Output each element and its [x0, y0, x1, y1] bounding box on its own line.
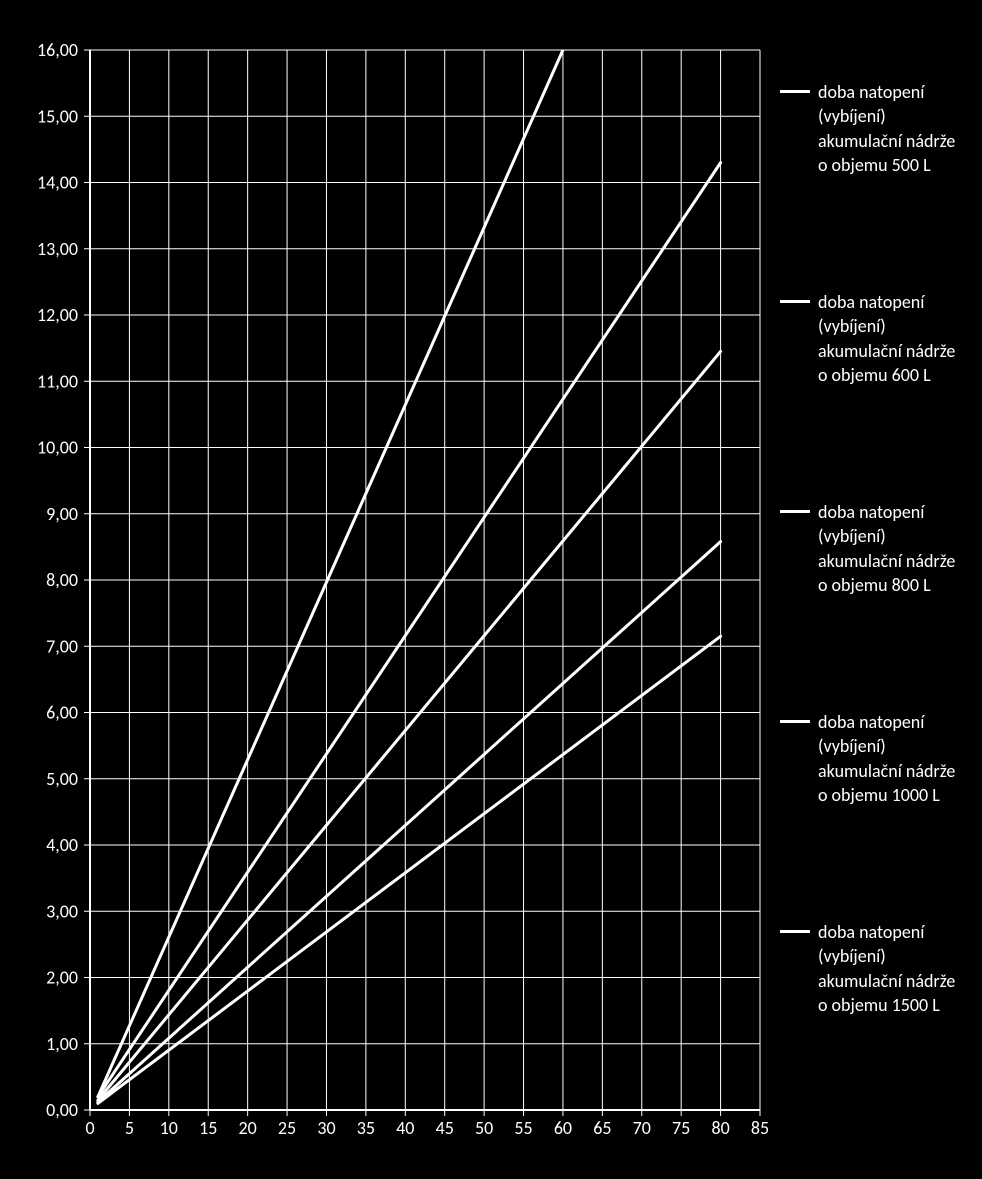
x-tick-label: 40	[396, 1117, 414, 1139]
y-tick-label: 1,00	[46, 1033, 78, 1055]
x-tick-label: 30	[317, 1117, 335, 1139]
legend-item-600L: doba natopení (vybíjení) akumulační nádr…	[780, 290, 980, 387]
x-tick-label: 45	[436, 1117, 454, 1139]
y-tick-label: 7,00	[46, 635, 78, 657]
y-tick-label: 9,00	[46, 503, 78, 525]
plot-area: 0 5 10 15 20 25 30 35 40 45 50 55 60 65 70 75 80 85 0,00 1,…	[20, 40, 770, 1150]
y-tick-label: 14,00	[37, 172, 78, 194]
x-tick-label: 55	[514, 1117, 532, 1139]
legend-label: doba natopení (vybíjení) akumulační nádr…	[818, 710, 955, 807]
legend: doba natopení (vybíjení) akumulační nádr…	[780, 0, 980, 1179]
chart-container: 0 5 10 15 20 25 30 35 40 45 50 55 60 65 70 75 80 85 0,00 1,…	[0, 0, 982, 1179]
legend-item-800L: doba natopení (vybíjení) akumulační nádr…	[780, 500, 980, 597]
y-tick-label: 8,00	[46, 569, 78, 591]
x-tick-label: 50	[475, 1117, 493, 1139]
legend-swatch	[780, 510, 810, 513]
y-tick-label: 3,00	[46, 900, 78, 922]
legend-swatch	[780, 90, 810, 93]
x-tick-label: 70	[633, 1117, 651, 1139]
y-tick-label: 15,00	[37, 105, 78, 127]
x-tick-label: 10	[160, 1117, 178, 1139]
legend-swatch	[780, 930, 810, 933]
x-tick-label: 65	[593, 1117, 611, 1139]
x-tick-label: 25	[278, 1117, 296, 1139]
legend-label: doba natopení (vybíjení) akumulační nádr…	[818, 920, 955, 1017]
legend-item-1500L: doba natopení (vybíjení) akumulační nádr…	[780, 920, 980, 1017]
y-tick-label: 11,00	[37, 370, 78, 392]
legend-label: doba natopení (vybíjení) akumulační nádr…	[818, 500, 955, 597]
x-tick-label: 35	[357, 1117, 375, 1139]
y-tick-label: 5,00	[46, 768, 78, 790]
x-tick-label: 5	[125, 1117, 134, 1139]
y-tick-label: 10,00	[37, 437, 78, 459]
y-tick-label: 2,00	[46, 967, 78, 989]
legend-swatch	[780, 300, 810, 303]
y-tick-label: 4,00	[46, 834, 78, 856]
y-tick-label: 13,00	[37, 238, 78, 260]
x-tick-label: 75	[672, 1117, 690, 1139]
y-tick-label: 0,00	[46, 1099, 78, 1121]
x-tick-label: 15	[199, 1117, 217, 1139]
x-tick-label: 20	[239, 1117, 257, 1139]
legend-item-1000L: doba natopení (vybíjení) akumulační nádr…	[780, 710, 980, 807]
legend-label: doba natopení (vybíjení) akumulační nádr…	[818, 80, 955, 177]
x-tick-label: 60	[554, 1117, 572, 1139]
x-tick-label: 0	[85, 1117, 94, 1139]
y-tick-label: 12,00	[37, 304, 78, 326]
x-tick-label: 80	[711, 1117, 729, 1139]
legend-item-500L: doba natopení (vybíjení) akumulační nádr…	[780, 80, 980, 177]
y-tick-label: 16,00	[37, 40, 78, 61]
x-tick-label: 85	[751, 1117, 769, 1139]
y-tick-label: 6,00	[46, 702, 78, 724]
legend-swatch	[780, 720, 810, 723]
legend-label: doba natopení (vybíjení) akumulační nádr…	[818, 290, 955, 387]
